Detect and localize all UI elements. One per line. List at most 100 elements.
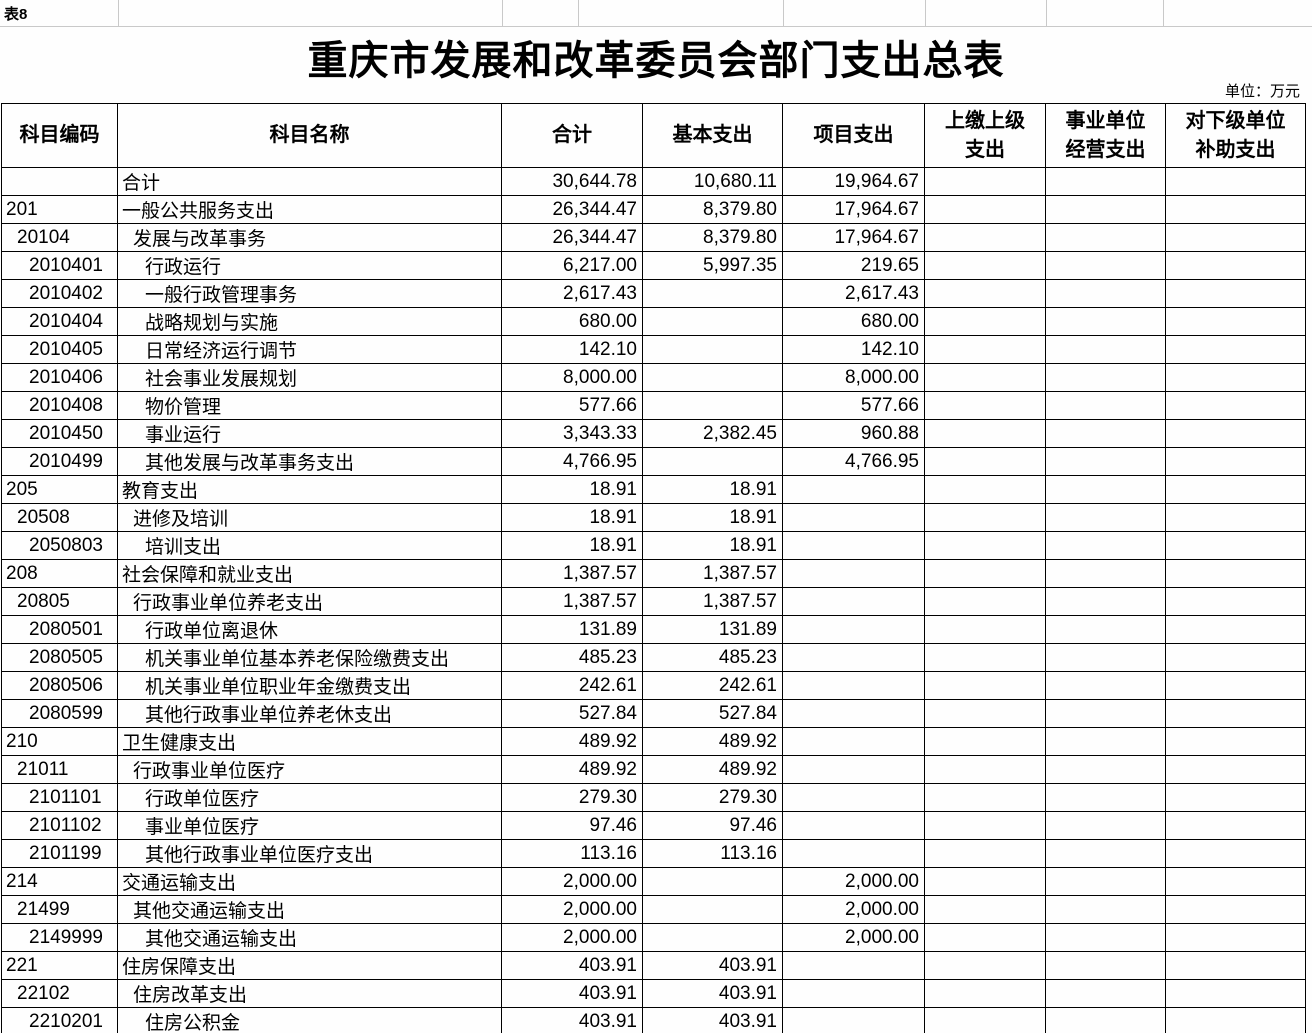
cell-project: 142.10 <box>782 335 925 364</box>
cell-basic <box>642 363 783 392</box>
cell-subsidy_lower <box>1165 811 1306 840</box>
cell-code: 21499 <box>1 895 118 924</box>
cell-subsidy_lower <box>1165 391 1306 420</box>
column-header-basic: 基本支出 <box>642 103 783 168</box>
cell-name: 住房改革支出 <box>117 979 502 1008</box>
cell-name: 行政单位离退休 <box>117 615 502 644</box>
cell-code: 210 <box>1 727 118 756</box>
table-row: 2080599 其他行政事业单位养老休支出 527.84 527.84 <box>1 699 1306 728</box>
cell-subsidy_lower <box>1165 615 1306 644</box>
cell-code: 2080505 <box>1 643 118 672</box>
cell-code: 2080506 <box>1 671 118 700</box>
cell-business_operation <box>1045 223 1166 252</box>
cell-code: 2010405 <box>1 335 118 364</box>
table-row: 20104 发展与改革事务 26,344.47 8,379.80 17,964.67 <box>1 223 1306 252</box>
cell-subsidy_lower <box>1165 699 1306 728</box>
cell-name: 其他行政事业单位养老休支出 <box>117 699 502 728</box>
cell-name: 住房保障支出 <box>117 951 502 980</box>
cell-total: 489.92 <box>501 727 643 756</box>
cell-code: 2101199 <box>1 839 118 868</box>
unit-label: 单位：万元 <box>1224 83 1300 100</box>
cell-subsidy_lower <box>1165 895 1306 924</box>
cell-total: 2,000.00 <box>501 867 643 896</box>
cell-subsidy_lower <box>1165 727 1306 756</box>
cell-upper_level <box>924 279 1046 308</box>
cell-total: 279.30 <box>501 783 643 812</box>
cell-name: 教育支出 <box>117 475 502 504</box>
column-header-upper_level: 上缴上级 支出 <box>924 103 1046 168</box>
cell-subsidy_lower <box>1165 419 1306 448</box>
cell-code: 2149999 <box>1 923 118 952</box>
cell-upper_level <box>924 895 1046 924</box>
cell-upper_level <box>924 951 1046 980</box>
sheet-label: 表8 <box>4 6 28 23</box>
cell-basic: 242.61 <box>642 671 783 700</box>
cell-basic: 279.30 <box>642 783 783 812</box>
cell-code: 221 <box>1 951 118 980</box>
cell-code: 2050803 <box>1 531 118 560</box>
cell-subsidy_lower <box>1165 1007 1306 1033</box>
cell-name: 行政事业单位医疗 <box>117 755 502 784</box>
table-row: 2010402 一般行政管理事务 2,617.43 2,617.43 <box>1 279 1306 308</box>
cell-name: 住房公积金 <box>117 1007 502 1033</box>
cell-total: 142.10 <box>501 335 643 364</box>
cell-total: 485.23 <box>501 643 643 672</box>
cell-upper_level <box>924 699 1046 728</box>
page-title: 重庆市发展和改革委员会部门支出总表 <box>307 39 1005 83</box>
cell-upper_level <box>924 1007 1046 1033</box>
cell-subsidy_lower <box>1165 783 1306 812</box>
cell-code: 2101101 <box>1 783 118 812</box>
cell-total: 1,387.57 <box>501 559 643 588</box>
cell-total: 8,000.00 <box>501 363 643 392</box>
cell-basic: 18.91 <box>642 531 783 560</box>
cell-subsidy_lower <box>1165 335 1306 364</box>
cell-total: 2,000.00 <box>501 923 643 952</box>
cell-total: 403.91 <box>501 951 643 980</box>
cell-upper_level <box>924 811 1046 840</box>
cell-name: 一般行政管理事务 <box>117 279 502 308</box>
cell-total: 2,617.43 <box>501 279 643 308</box>
cell-name: 交通运输支出 <box>117 867 502 896</box>
cell-name: 事业运行 <box>117 419 502 448</box>
cell-basic: 489.92 <box>642 727 783 756</box>
cell-subsidy_lower <box>1165 643 1306 672</box>
cell-subsidy_lower <box>1165 363 1306 392</box>
cell-project: 2,000.00 <box>782 923 925 952</box>
cell-basic: 113.16 <box>642 839 783 868</box>
cell-upper_level <box>924 447 1046 476</box>
cell-basic: 1,387.57 <box>642 559 783 588</box>
cell-total: 4,766.95 <box>501 447 643 476</box>
cell-code: 22102 <box>1 979 118 1008</box>
cell-name: 一般公共服务支出 <box>117 195 502 224</box>
cell-total: 3,343.33 <box>501 419 643 448</box>
cell-basic <box>642 279 783 308</box>
table-row: 21011 行政事业单位医疗 489.92 489.92 <box>1 755 1306 784</box>
cell-total: 242.61 <box>501 671 643 700</box>
cell-project: 8,000.00 <box>782 363 925 392</box>
cell-name: 社会事业发展规划 <box>117 363 502 392</box>
cell-subsidy_lower <box>1165 755 1306 784</box>
cell-upper_level <box>924 755 1046 784</box>
cell-total: 577.66 <box>501 391 643 420</box>
cell-basic <box>642 923 783 952</box>
cell-project: 960.88 <box>782 419 925 448</box>
cell-basic <box>642 335 783 364</box>
cell-business_operation <box>1045 811 1166 840</box>
cell-basic: 8,379.80 <box>642 195 783 224</box>
cell-basic <box>642 447 783 476</box>
cell-basic: 2,382.45 <box>642 419 783 448</box>
cell-upper_level <box>924 223 1046 252</box>
cell-upper_level <box>924 167 1046 196</box>
cell-business_operation <box>1045 783 1166 812</box>
table-row: 2101102 事业单位医疗 97.46 97.46 <box>1 811 1306 840</box>
cell-project: 4,766.95 <box>782 447 925 476</box>
cell-project <box>782 727 925 756</box>
table-row: 201 一般公共服务支出 26,344.47 8,379.80 17,964.67 <box>1 195 1306 224</box>
cell-name: 事业单位医疗 <box>117 811 502 840</box>
cell-business_operation <box>1045 587 1166 616</box>
cell-code: 2010402 <box>1 279 118 308</box>
cell-code: 2010408 <box>1 391 118 420</box>
table-row: 20805 行政事业单位养老支出 1,387.57 1,387.57 <box>1 587 1306 616</box>
cell-subsidy_lower <box>1165 923 1306 952</box>
